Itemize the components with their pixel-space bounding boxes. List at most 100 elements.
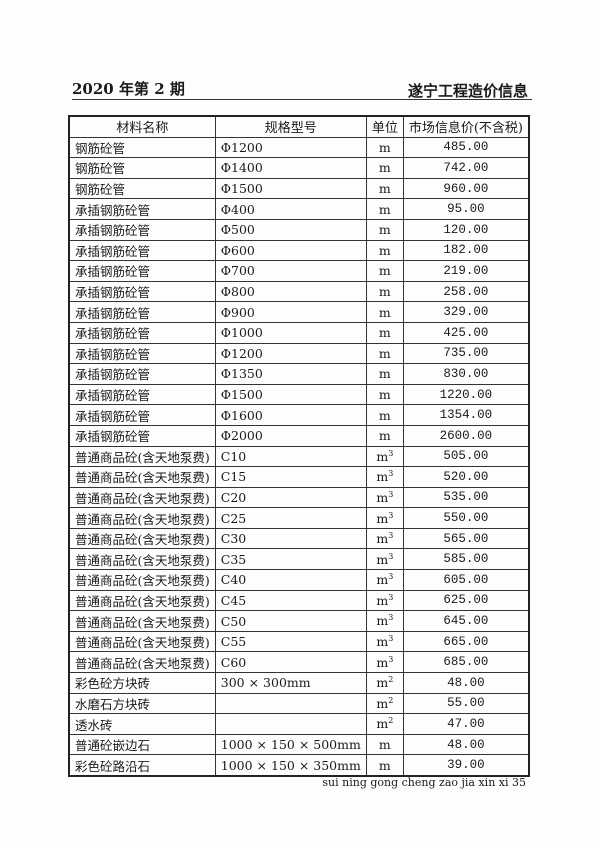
price: 585.00: [402, 548, 530, 571]
price: 39.00: [402, 754, 530, 777]
table-row: 承插钢筋砼管 Φ800 m 258.00: [68, 280, 530, 303]
price: 960.00: [402, 177, 530, 200]
table-row: 普通商品砼(含天地泵费) C20 m3 535.00: [68, 486, 530, 509]
material-name: 承插钢筋砼管: [68, 218, 216, 241]
unit-base: m: [376, 675, 389, 691]
unit-base: m: [378, 201, 391, 217]
unit-base: m: [376, 531, 389, 547]
unit-base: m: [376, 654, 389, 670]
price: 550.00: [402, 507, 530, 529]
price: 2600.00: [402, 424, 530, 447]
unit-base: m: [376, 490, 389, 506]
spec: Φ1500: [214, 177, 367, 200]
unit-exponent: 3: [388, 489, 394, 499]
unit: m: [365, 136, 404, 159]
unit: m3: [365, 589, 404, 612]
table-row: 普通商品砼(含天地泵费) C40 m3 605.00: [68, 569, 530, 591]
price: 182.00: [402, 239, 530, 262]
spec: Φ500: [214, 218, 367, 241]
unit-base: m: [376, 469, 389, 485]
unit-base: m: [378, 407, 391, 423]
table-row: 彩色砼方块砖 300 × 300mm m2 48.00: [68, 672, 530, 694]
spec: [214, 713, 367, 735]
price: 505.00: [402, 445, 530, 468]
table-row: 承插钢筋砼管 Φ1500 m 1220.00: [68, 383, 530, 406]
material-name: 承插钢筋砼管: [68, 321, 216, 344]
material-name: 普通商品砼(含天地泵费): [68, 466, 216, 488]
spec: C30: [214, 527, 367, 550]
material-name: 钢筋砼管: [68, 157, 216, 179]
material-name: 透水砖: [68, 713, 216, 735]
unit: m: [365, 239, 404, 262]
table-row: 普通砼嵌边石 1000 × 150 × 500mm m 48.00: [68, 733, 530, 756]
unit-base: m: [378, 387, 391, 403]
table-row: 普通商品砼(含天地泵费) C30 m3 565.00: [68, 527, 530, 550]
price: 1220.00: [402, 383, 530, 406]
table-header-row: 材料名称 规格型号 单位 市场信息价(不含税): [68, 115, 530, 138]
spec: 1000 × 150 × 500mm: [214, 733, 367, 756]
material-name: 普通商品砼(含天地泵费): [68, 651, 216, 674]
table-row: 钢筋砼管 Φ1500 m 960.00: [68, 177, 530, 200]
price: 219.00: [402, 260, 530, 282]
unit-base: m: [378, 160, 391, 176]
unit-exponent: 3: [388, 572, 394, 582]
table-row: 承插钢筋砼管 Φ1000 m 425.00: [68, 321, 530, 344]
unit-exponent: 3: [388, 592, 394, 602]
page-footer: sui ning gong cheng zao jia xin xi 35: [322, 776, 526, 789]
spec: Φ1400: [214, 157, 367, 179]
spec: Φ1350: [214, 363, 367, 385]
unit-exponent: 3: [388, 613, 394, 623]
table-row: 承插钢筋砼管 Φ1600 m 1354.00: [68, 404, 530, 426]
table-row: 透水砖 m2 47.00: [68, 713, 530, 735]
material-name: 普通商品砼(含天地泵费): [68, 486, 216, 509]
spec: Φ1200: [214, 342, 367, 365]
unit-exponent: 3: [388, 654, 394, 664]
price: 120.00: [402, 218, 530, 241]
spec: Φ1500: [214, 383, 367, 406]
spec: C55: [214, 630, 367, 653]
unit-base: m: [378, 222, 391, 238]
unit: m: [365, 280, 404, 303]
unit: m: [365, 301, 404, 323]
unit-exponent: 3: [388, 551, 394, 561]
table-row: 普通商品砼(含天地泵费) C50 m3 645.00: [68, 610, 530, 632]
table-row: 承插钢筋砼管 Φ500 m 120.00: [68, 218, 530, 241]
price: 685.00: [402, 651, 530, 674]
unit: m3: [365, 548, 404, 571]
price: 95.00: [402, 198, 530, 220]
unit-exponent: 2: [388, 675, 394, 685]
unit-base: m: [378, 345, 391, 361]
material-name: 钢筋砼管: [68, 136, 216, 159]
unit-base: m: [378, 181, 391, 197]
table-row: 承插钢筋砼管 Φ900 m 329.00: [68, 301, 530, 323]
column-header: 材料名称: [68, 115, 216, 138]
table-row: 钢筋砼管 Φ1200 m 485.00: [68, 136, 530, 159]
unit-base: m: [378, 263, 391, 279]
material-name: 水磨石方块砖: [68, 692, 216, 715]
unit-exponent: 3: [388, 469, 394, 479]
spec: [214, 692, 367, 715]
price: 830.00: [402, 363, 530, 385]
spec: Φ600: [214, 239, 367, 262]
unit-base: m: [378, 139, 391, 155]
table-row: 承插钢筋砼管 Φ700 m 219.00: [68, 260, 530, 282]
spec: 1000 × 150 × 350mm: [214, 754, 367, 777]
material-name: 普通商品砼(含天地泵费): [68, 507, 216, 529]
unit-base: m: [376, 551, 389, 567]
table-row: 普通商品砼(含天地泵费) C15 m3 520.00: [68, 466, 530, 488]
publication-title: 遂宁工程造价信息: [407, 82, 528, 100]
unit-base: m: [378, 737, 391, 753]
unit-base: m: [376, 613, 389, 629]
price-table: 材料名称 规格型号 单位 市场信息价(不含税) 钢筋砼管 Φ1200 m 485.00 钢筋砼…: [68, 115, 531, 777]
spec: Φ900: [214, 301, 367, 323]
unit: m3: [365, 486, 404, 509]
unit-exponent: 3: [388, 448, 394, 458]
material-name: 普通商品砼(含天地泵费): [68, 527, 216, 550]
unit: m3: [365, 569, 404, 591]
unit: m: [365, 177, 404, 200]
spec: Φ800: [214, 280, 367, 303]
unit: m: [365, 383, 404, 406]
spec: 300 × 300mm: [214, 672, 367, 694]
table-row: 承插钢筋砼管 Φ400 m 95.00: [68, 198, 530, 220]
